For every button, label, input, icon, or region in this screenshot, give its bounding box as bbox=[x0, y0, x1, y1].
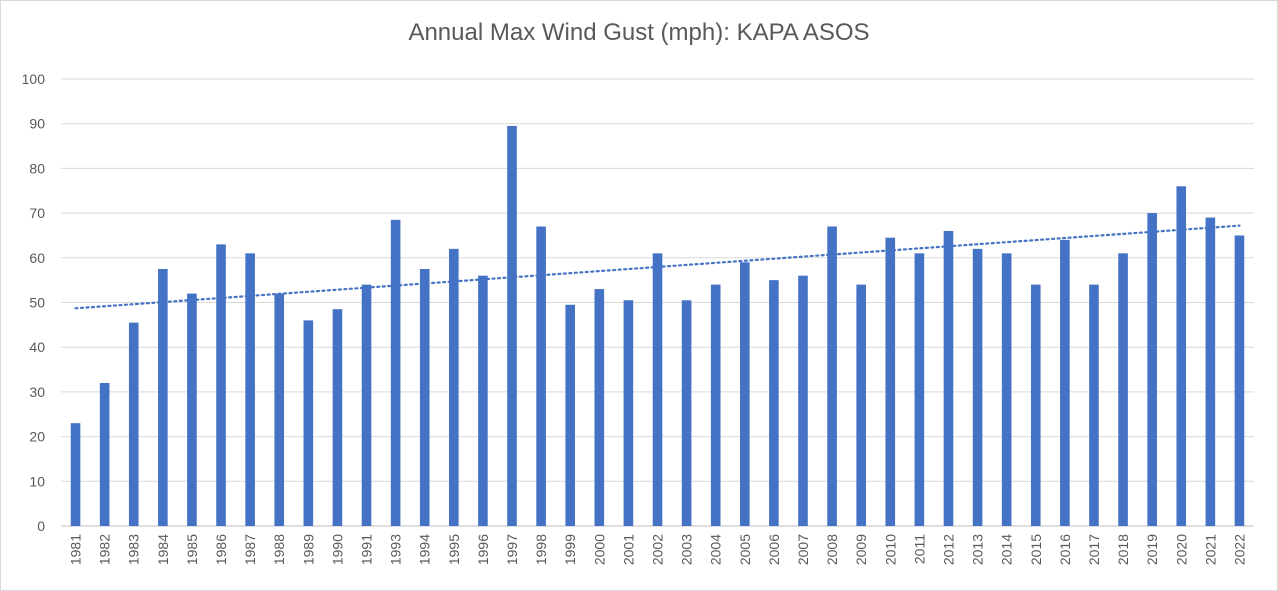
bar bbox=[594, 289, 605, 526]
x-tick-label: 2016 bbox=[1057, 534, 1073, 565]
bar bbox=[885, 237, 896, 526]
bar bbox=[623, 300, 634, 526]
x-tick-label: 2006 bbox=[766, 534, 782, 565]
x-tick-label: 1996 bbox=[475, 534, 491, 565]
bar bbox=[419, 268, 430, 526]
x-tick-label: 1999 bbox=[562, 534, 578, 565]
bar bbox=[274, 293, 285, 526]
bar bbox=[710, 284, 721, 526]
bar bbox=[507, 125, 517, 526]
x-tick-label: 2013 bbox=[970, 534, 986, 565]
x-tick-label: 2020 bbox=[1173, 534, 1189, 565]
bar bbox=[1205, 217, 1216, 526]
x-tick-label: 2002 bbox=[650, 534, 666, 565]
bar bbox=[361, 284, 372, 526]
bar bbox=[128, 322, 139, 526]
y-tick-label: 70 bbox=[29, 205, 45, 221]
x-tick-label: 1989 bbox=[300, 534, 316, 565]
x-tick-label: 1993 bbox=[388, 534, 404, 565]
y-tick-label: 20 bbox=[29, 429, 45, 445]
y-tick-label: 100 bbox=[22, 71, 46, 87]
bar bbox=[1060, 239, 1070, 527]
x-tick-label: 1983 bbox=[126, 534, 142, 565]
bar bbox=[332, 309, 343, 526]
x-tick-label: 1986 bbox=[213, 534, 229, 565]
x-tick-label: 2015 bbox=[1028, 534, 1044, 565]
x-tick-label: 2008 bbox=[824, 534, 840, 565]
x-tick-label: 1981 bbox=[68, 534, 84, 565]
x-tick-label: 1985 bbox=[184, 534, 200, 565]
x-tick-label: 2017 bbox=[1086, 534, 1102, 565]
x-tick-label: 2005 bbox=[737, 534, 753, 565]
bar bbox=[1118, 253, 1128, 526]
y-tick-label: 90 bbox=[29, 116, 45, 132]
bar bbox=[1089, 284, 1099, 526]
x-tick-label: 2001 bbox=[620, 534, 636, 565]
trendline bbox=[74, 224, 1241, 310]
bar bbox=[565, 304, 576, 526]
bar bbox=[652, 253, 663, 526]
bar bbox=[1234, 235, 1245, 526]
x-tick-label: 1991 bbox=[359, 534, 375, 565]
bar bbox=[1147, 213, 1157, 526]
bar bbox=[914, 253, 925, 526]
x-tick-label: 1998 bbox=[533, 534, 549, 565]
bar bbox=[856, 284, 866, 526]
bar bbox=[303, 320, 314, 526]
x-tick-label: 2012 bbox=[940, 534, 956, 565]
x-tick-label: 2011 bbox=[911, 534, 927, 564]
y-tick-label: 10 bbox=[29, 473, 45, 489]
bar bbox=[99, 382, 110, 526]
bar bbox=[1001, 253, 1012, 526]
bar bbox=[158, 268, 168, 526]
x-tick-label: 2009 bbox=[853, 534, 869, 565]
bar bbox=[245, 253, 255, 526]
y-tick-label: 60 bbox=[29, 250, 45, 266]
y-tick-label: 30 bbox=[29, 384, 45, 400]
x-tick-label: 2019 bbox=[1144, 534, 1160, 565]
x-tick-label: 1984 bbox=[155, 534, 171, 565]
x-tick-label: 2003 bbox=[679, 534, 695, 565]
x-tick-label: 2000 bbox=[591, 534, 607, 565]
x-tick-label: 1994 bbox=[417, 534, 433, 565]
bar bbox=[769, 280, 779, 526]
bar bbox=[216, 244, 226, 526]
x-tick-label: 1982 bbox=[97, 534, 113, 565]
x-tick-label: 2018 bbox=[1115, 534, 1131, 565]
x-tick-label: 1988 bbox=[271, 534, 287, 565]
x-tick-label: 2004 bbox=[708, 534, 724, 565]
y-tick-label: 40 bbox=[29, 339, 45, 355]
x-tick-label: 1990 bbox=[329, 534, 345, 565]
bar bbox=[739, 262, 750, 526]
x-tick-label: 1995 bbox=[446, 534, 462, 565]
x-tick-label: 2007 bbox=[795, 534, 811, 565]
bar bbox=[798, 275, 808, 526]
y-tick-label: 80 bbox=[29, 160, 45, 176]
bar bbox=[972, 248, 983, 527]
bar bbox=[390, 219, 401, 526]
x-tick-label: 2022 bbox=[1231, 534, 1247, 565]
bar bbox=[943, 230, 954, 527]
bar bbox=[827, 226, 837, 526]
x-tick-label: 2021 bbox=[1202, 534, 1218, 565]
y-tick-label: 50 bbox=[29, 295, 45, 311]
bar bbox=[187, 293, 197, 526]
bar bbox=[1176, 186, 1187, 526]
x-tick-label: 2014 bbox=[999, 534, 1015, 565]
y-tick-label: 0 bbox=[37, 518, 45, 534]
x-tick-label: 1997 bbox=[504, 534, 520, 565]
bar bbox=[681, 300, 692, 526]
bar bbox=[536, 226, 546, 526]
bar bbox=[449, 248, 459, 527]
x-tick-label: 1987 bbox=[242, 534, 258, 565]
x-tick-label: 2010 bbox=[882, 534, 898, 565]
bar bbox=[478, 275, 488, 526]
bar bbox=[70, 423, 81, 526]
chart-title: Annual Max Wind Gust (mph): KAPA ASOS bbox=[408, 19, 870, 46]
bar bbox=[1030, 284, 1041, 526]
